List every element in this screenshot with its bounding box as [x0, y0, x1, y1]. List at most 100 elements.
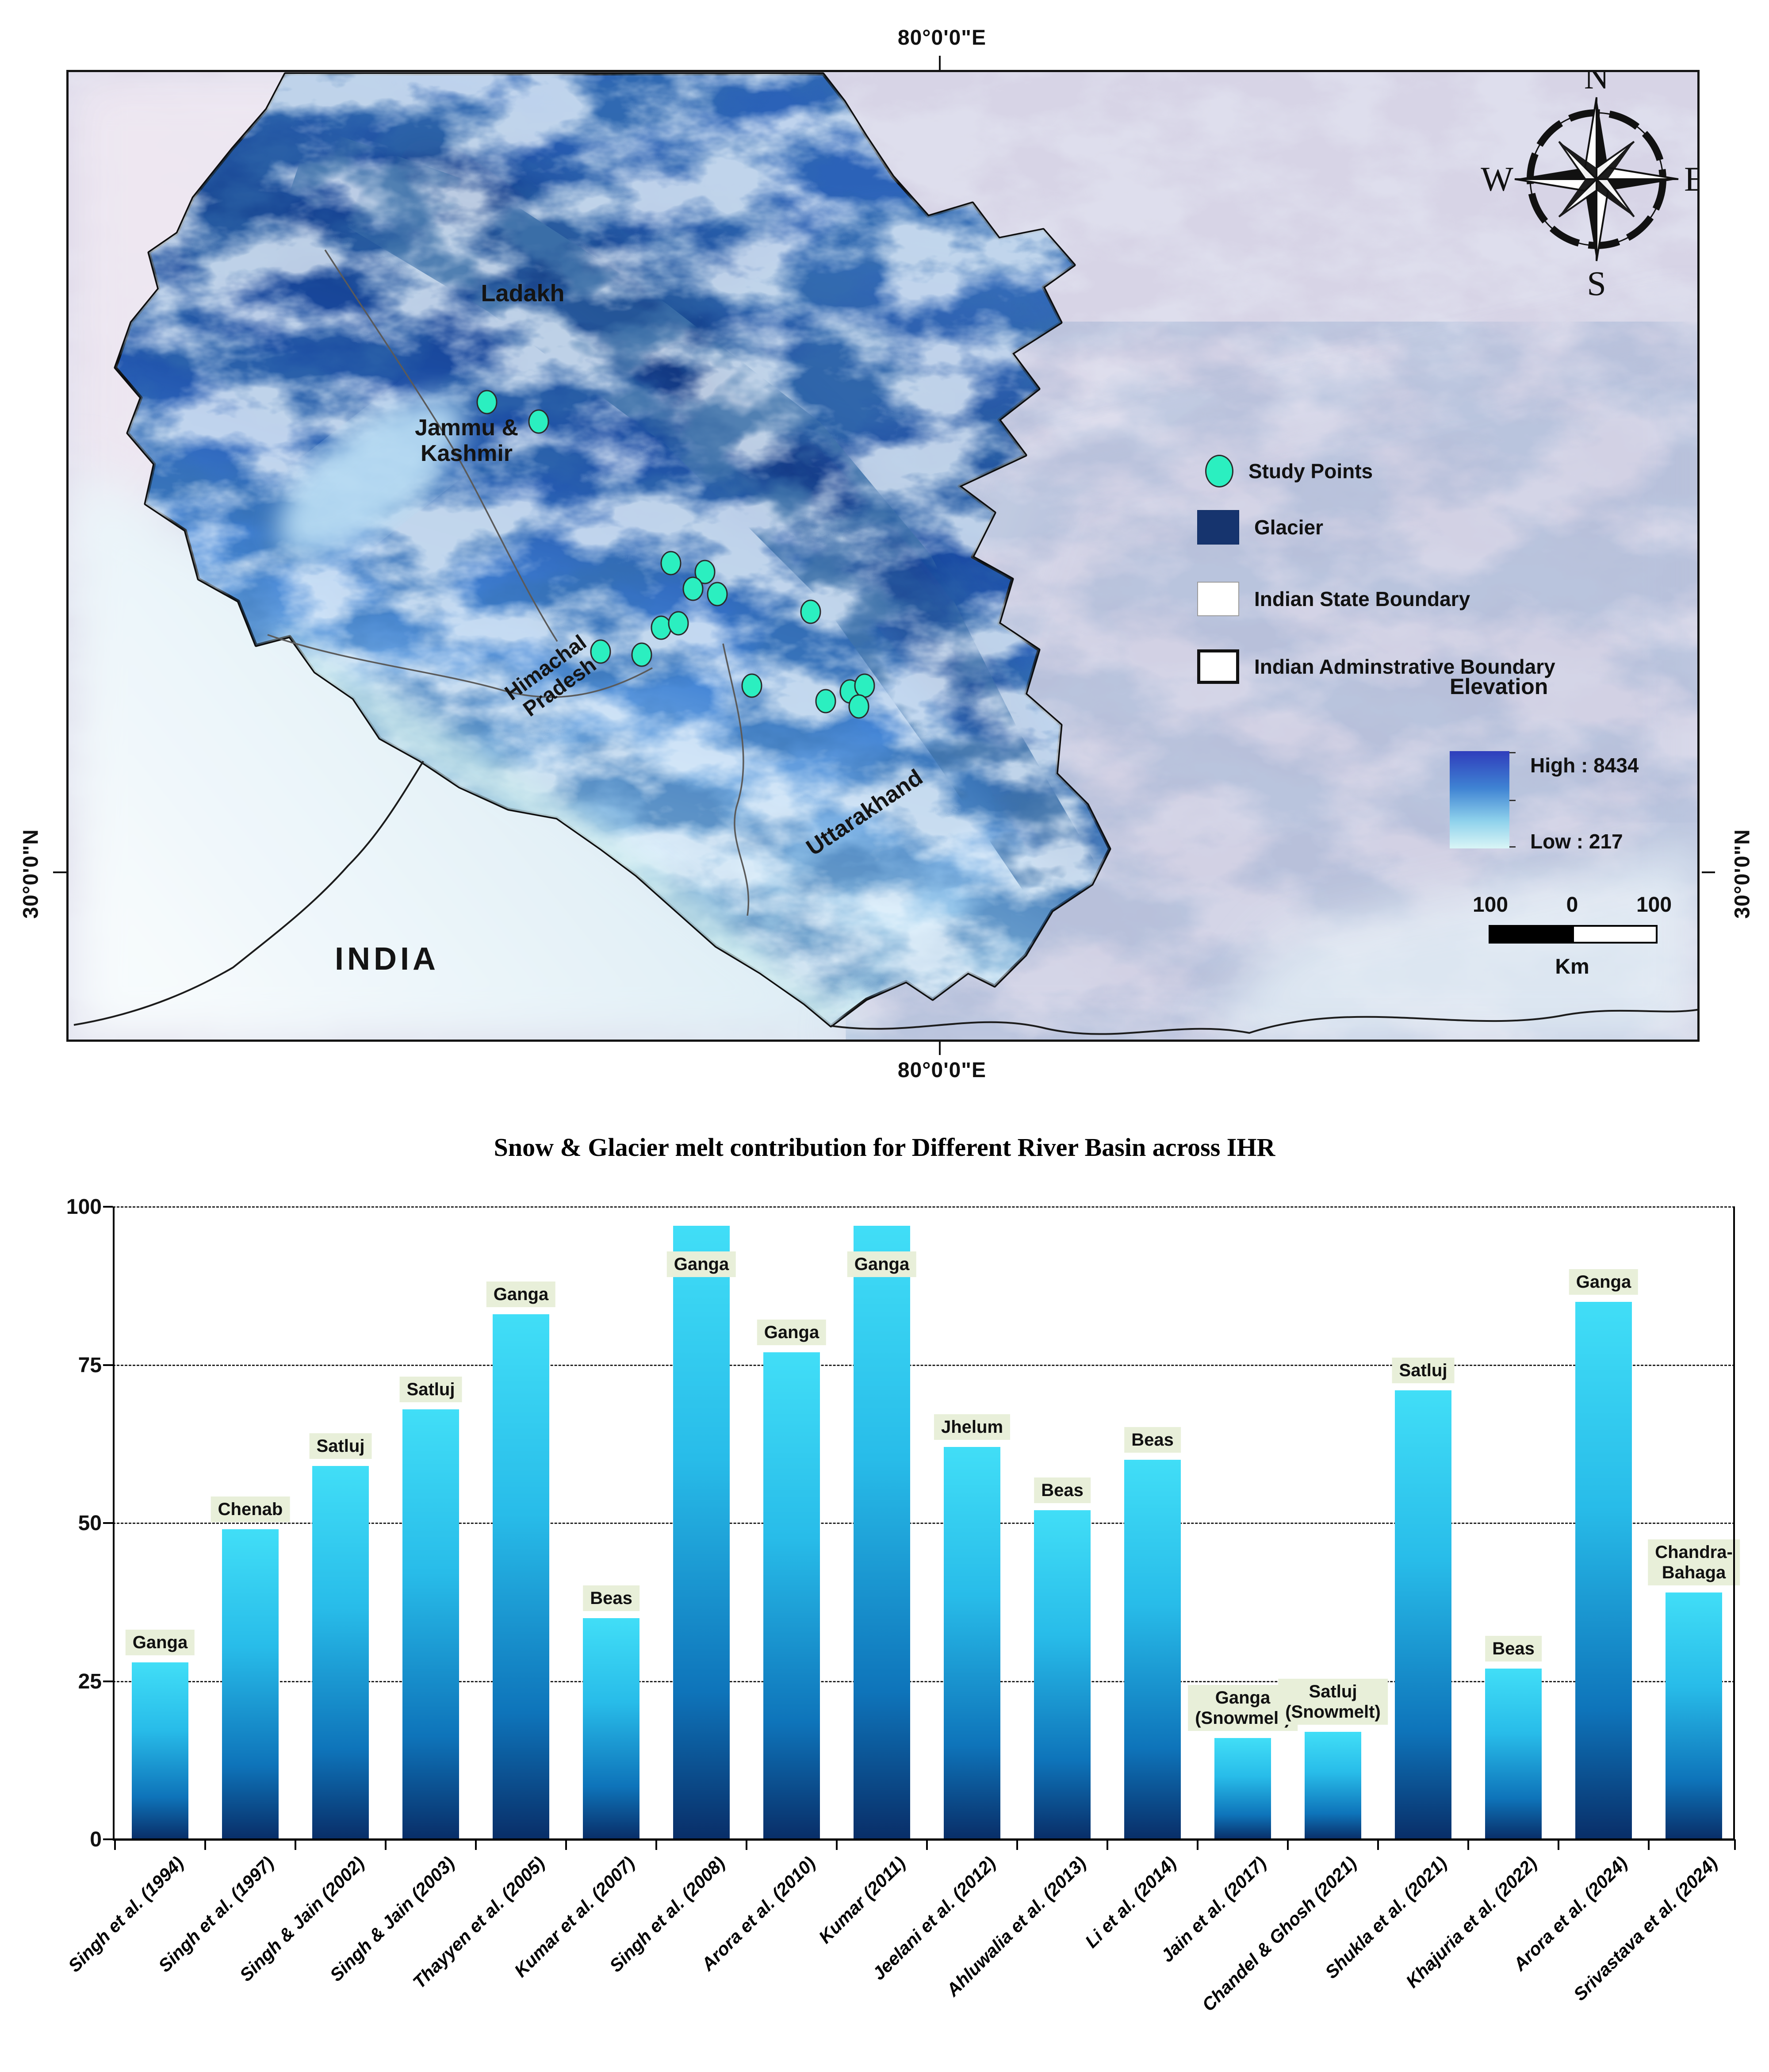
study-point: [848, 694, 869, 719]
label-jammu-kashmir: Jammu & Kashmir: [414, 415, 519, 467]
chart-title: Snow & Glacier melt contribution for Dif…: [494, 1133, 1275, 1162]
study-point: [815, 689, 836, 714]
bar-value-label: Satluj: [399, 1376, 462, 1402]
label-ladakh: Ladakh: [481, 280, 565, 307]
study-point: [694, 560, 716, 584]
elevation-high-label: High : 8434: [1530, 754, 1639, 777]
legend-item-study-points: Study Points: [1205, 455, 1373, 487]
y-tick-label: 50: [78, 1512, 102, 1535]
study-point: [707, 582, 728, 606]
x-axis-tick: [1287, 1839, 1289, 1850]
bar-value-label: Chandra- Bahaga: [1648, 1539, 1740, 1586]
elevation-tick-low: [1509, 846, 1516, 848]
bar-3: [312, 1466, 369, 1839]
study-point: [800, 599, 821, 624]
legend-label: Indian Adminstrative Boundary: [1254, 655, 1555, 678]
scalebar-unit: Km: [1555, 955, 1589, 978]
bar-value-label: Ganga: [486, 1282, 556, 1308]
study-point: [631, 642, 652, 667]
x-axis-tick: [1558, 1839, 1559, 1850]
x-axis-tick: [565, 1839, 567, 1850]
bar-value-label: Satluj (Snowmelt): [1278, 1678, 1388, 1725]
bar-2: [222, 1529, 279, 1839]
x-axis-tick: [1016, 1839, 1018, 1850]
map-top-coordinate: 80°0'0"E: [897, 26, 987, 50]
y-tick-label: 25: [78, 1669, 102, 1693]
bar-13: [1214, 1738, 1271, 1839]
international-boundary-lines: [73, 760, 1697, 1035]
scalebar-left-number: 100: [1472, 893, 1509, 917]
bar-value-label: Ganga: [847, 1251, 917, 1277]
x-axis-tick: [1467, 1839, 1469, 1850]
scalebar-right-number: 100: [1636, 893, 1672, 917]
study-point: [668, 611, 689, 636]
x-axis-tick: [1648, 1839, 1650, 1850]
label-india: INDIA: [335, 941, 439, 977]
legend-label: Study Points: [1248, 460, 1373, 483]
x-category-label: Li et al. (2014): [1081, 1853, 1180, 1952]
y-tick-label: 75: [78, 1353, 102, 1377]
map-top-tick: [939, 56, 941, 70]
bar-8: [763, 1352, 820, 1839]
elevation-tick-high: [1509, 752, 1516, 753]
x-axis-tick: [655, 1839, 657, 1850]
compass-south-label: S: [1587, 264, 1606, 303]
compass-north-label: N: [1584, 72, 1609, 96]
x-category-label: Kumar (2011): [815, 1853, 910, 1948]
bar-15: [1395, 1390, 1451, 1839]
legend-item-glacier: Glacier: [1197, 510, 1323, 545]
scalebar-white-segment: [1572, 925, 1658, 944]
x-axis-tick: [836, 1839, 838, 1850]
legend-label: Glacier: [1254, 516, 1323, 539]
x-category-label: Chandel & Ghosh (2021): [1198, 1853, 1361, 2015]
x-axis-tick: [204, 1839, 206, 1850]
map-bottom-coordinate: 80°0'0"E: [897, 1059, 987, 1082]
bar-11: [1034, 1510, 1091, 1839]
bar-5: [493, 1314, 549, 1839]
y-axis-tick: [103, 1838, 113, 1840]
kashmir-valley: [278, 396, 465, 555]
gridline-25: [113, 1681, 1735, 1682]
bar-17: [1575, 1301, 1632, 1839]
y-tick-label: 0: [90, 1828, 102, 1851]
bar-12: [1124, 1460, 1181, 1839]
x-axis-tick: [1107, 1839, 1108, 1850]
x-axis-tick: [475, 1839, 477, 1850]
scalebar-zero: 0: [1566, 893, 1578, 917]
indian-state-boundary-lines: [267, 249, 750, 916]
gridline-50: [113, 1523, 1735, 1524]
bar-value-label: Ganga: [1569, 1269, 1639, 1295]
gridline-75: [113, 1364, 1735, 1366]
study-point: [682, 576, 704, 601]
y-axis-tick: [103, 1680, 113, 1682]
x-category-label: Srivastava et al. (2024): [1569, 1853, 1722, 2005]
study-points-marker-icon: [1205, 455, 1233, 487]
glacier-marker-icon: [1197, 510, 1239, 545]
bar-value-label: Ganga: [757, 1319, 827, 1345]
compass-rose-icon: N E S W: [1481, 72, 1697, 303]
bar-4: [402, 1409, 459, 1839]
x-axis-tick: [295, 1839, 296, 1850]
x-axis-line: [113, 1838, 1735, 1841]
bar-value-label: Beas: [1485, 1635, 1542, 1661]
map-terrain: N E S W: [69, 72, 1697, 1040]
bar-10: [944, 1447, 1000, 1839]
bar-1: [132, 1662, 188, 1839]
elevation-gradient: [1450, 751, 1509, 848]
x-axis-tick: [1197, 1839, 1198, 1850]
bar-value-label: Chenab: [211, 1496, 290, 1523]
map-right-tick: [1702, 871, 1715, 873]
y-tick-label: 100: [66, 1195, 102, 1219]
study-point: [590, 639, 611, 664]
right-border-line: [1733, 1207, 1735, 1839]
bar-7: [673, 1225, 730, 1839]
bar-value-label: Ganga: [666, 1251, 736, 1277]
bar-6: [583, 1618, 639, 1839]
study-point: [660, 551, 682, 576]
study-points-layer: [476, 390, 875, 719]
bar-14: [1305, 1731, 1361, 1839]
x-axis-tick: [1734, 1839, 1736, 1850]
bar-value-label: Satluj: [309, 1433, 372, 1459]
ihr-region: [73, 72, 1697, 1035]
bar-value-label: Ganga: [125, 1629, 195, 1655]
